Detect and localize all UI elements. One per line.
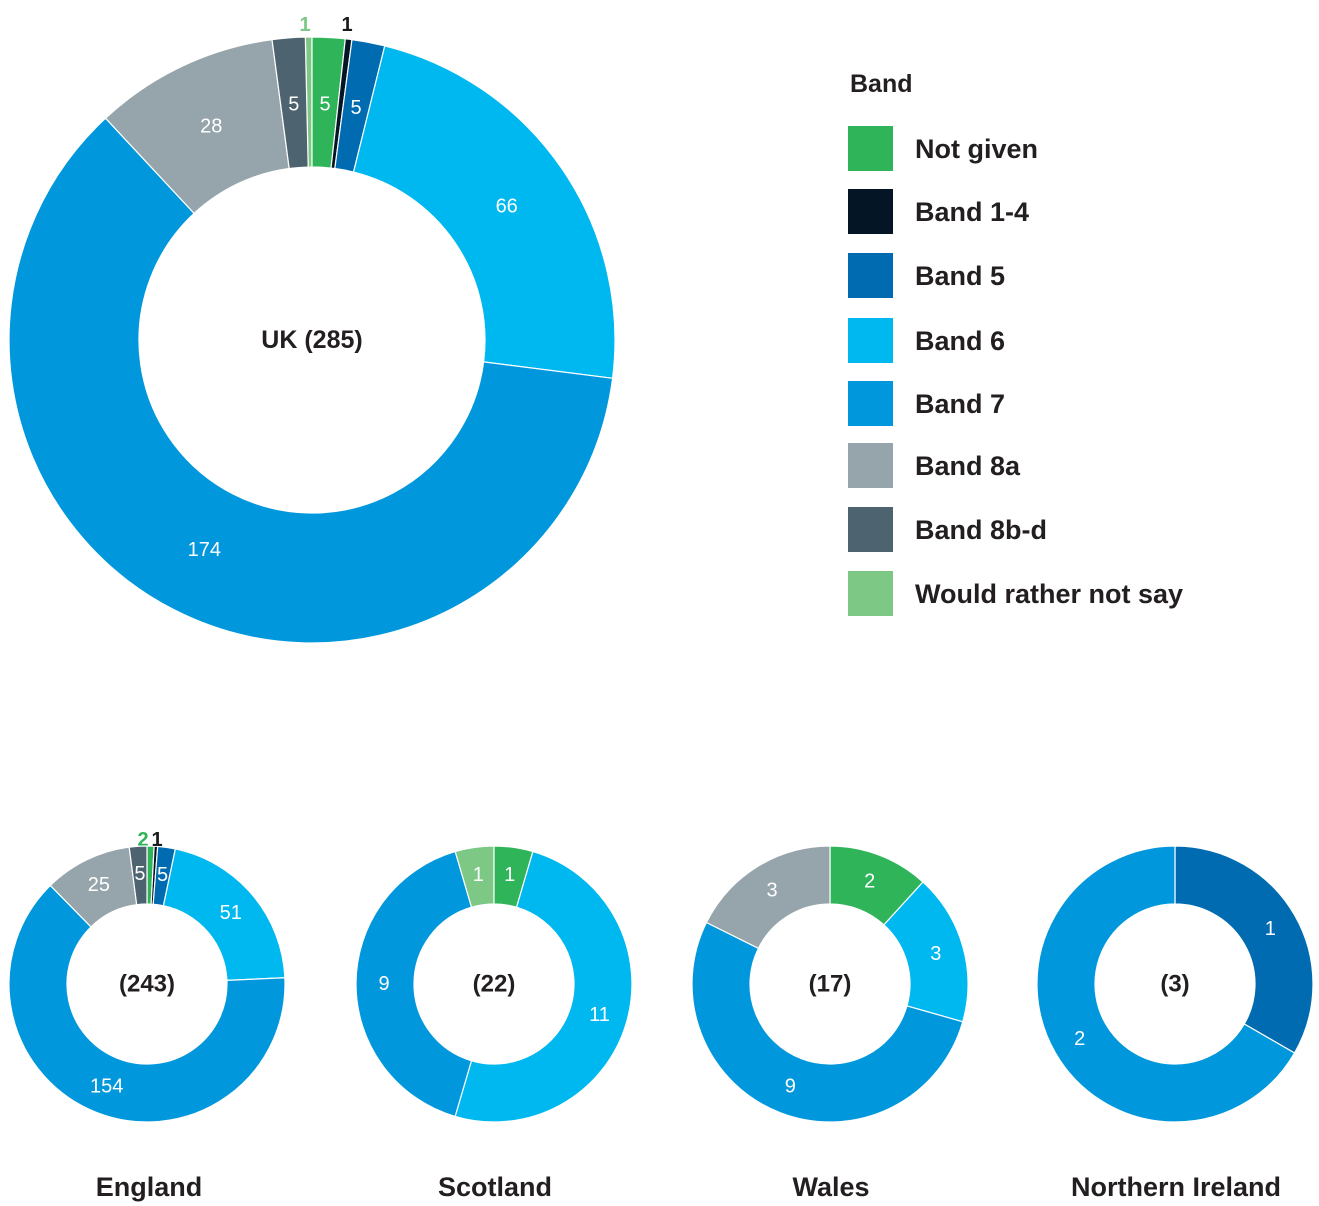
legend-swatch [848,318,893,363]
donut-slice [271,36,309,170]
donut-center-label: (22) [473,971,516,998]
slice-label: 1 [299,14,310,36]
donut-center-label: (17) [809,971,852,998]
donut-slice [705,845,831,950]
slice-label: 5 [350,97,361,119]
legend-swatch [848,571,893,616]
region-title-england: England [95,1172,203,1202]
legend-label: Band 8b-d [915,515,1047,545]
donut-slice [1174,845,1314,1054]
slice-label: 5 [134,863,145,885]
legend-swatch [848,126,893,171]
slice-label: 28 [200,116,222,138]
slice-label: 3 [930,943,941,965]
donut-chart: 2 3 9 3 (17) [691,845,969,1123]
slice-label: 1 [473,864,484,886]
donut-slice [352,45,616,379]
donut-slice [128,845,148,906]
legend-label: Band 5 [915,261,1006,291]
slice-label: 1 [341,14,352,36]
legend-label: Would rather not say [915,579,1184,609]
slice-label: 11 [589,1004,610,1026]
legend-label: Band 7 [915,389,1006,419]
slice-label: 9 [378,973,389,995]
slice-label: 5 [157,864,168,886]
slice-label: 51 [220,902,242,924]
donut-center-label: (3) [1160,971,1189,998]
donut-slice [355,850,473,1118]
donut-chart: 1 2 (3) [1036,845,1314,1123]
region-title-scotland: Scotland [437,1172,552,1202]
legend-swatch [848,253,893,298]
slice-label: 1 [504,864,515,886]
region-title-wales: Wales [792,1172,870,1202]
legend-swatch [848,189,893,234]
donut-slice [8,884,286,1123]
slice-label: 2 [1074,1028,1085,1050]
legend-swatch [848,507,893,552]
donut-slice [691,921,964,1123]
slice-label: 2 [137,829,148,851]
slice-label: 154 [90,1075,123,1097]
donut-chart: 1 5 1 5 66 174 28 5 UK (285) [8,14,616,644]
region-title-northern-ireland: Northern Ireland [1070,1172,1282,1202]
donut-center-label: UK (285) [261,326,362,354]
legend-label: Not given [915,134,1039,164]
slice-label: 5 [288,94,299,116]
slice-label: 174 [188,539,221,561]
legend-label: Band 6 [915,326,1006,356]
slice-label: 25 [88,874,110,896]
donut-center-label: (243) [119,971,175,998]
slice-label: 1 [1265,918,1276,940]
slice-label: 2 [864,870,875,892]
legend-swatch [848,381,893,426]
slice-label: 5 [319,93,330,115]
slice-label: 1 [151,829,162,851]
slice-label: 3 [767,880,778,902]
slice-label: 9 [785,1076,796,1098]
donut-slice [8,117,614,644]
legend-label: Band 8a [915,451,1021,481]
legend: Band Not given Band 1-4 Band 5 Band 6 Band 7… [848,70,1183,616]
legend-label: Band 1-4 [915,197,1030,227]
slice-label: 66 [496,196,518,218]
donut-slice [454,850,633,1123]
legend-swatch [848,443,893,488]
legend-title: Band [850,70,913,98]
donut-slice [1036,845,1296,1123]
